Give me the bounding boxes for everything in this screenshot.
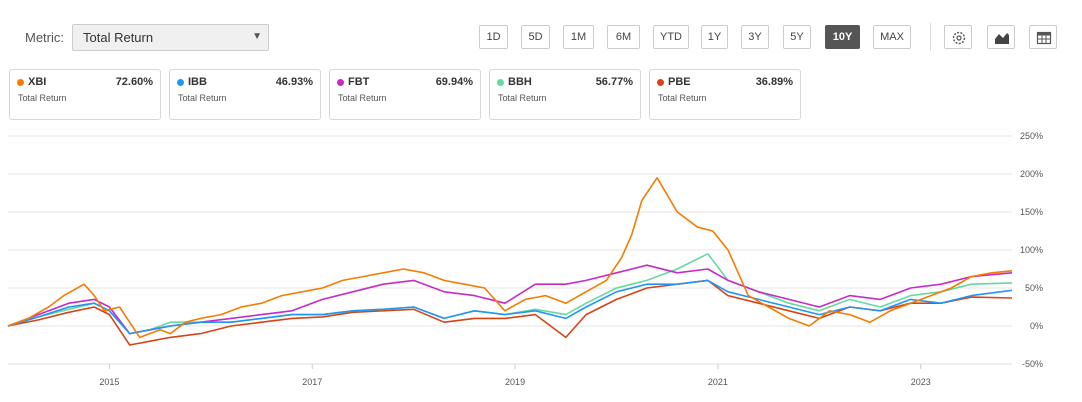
chevron-down-icon: ▼ (252, 31, 262, 42)
metric-select-value: Total Return (83, 30, 154, 45)
line-chart: 250% 200% 150% 100% 50% 0% -50% 2015 2017 2019 202… (7, 131, 1043, 387)
chart-toolbar: Metric: Total Return ▼ 1D 5D 1M 6M YTD 1Y 3Y 5Y… (0, 0, 1082, 62)
table-icon (1036, 31, 1052, 45)
legend-value: 36.89% (755, 76, 793, 88)
legend-value: 46.93% (275, 76, 313, 88)
legend-value: 69.94% (435, 76, 473, 88)
series-color-dot (177, 79, 184, 86)
metric-label: Metric: (25, 30, 64, 45)
legend-sub: Total Return (498, 93, 547, 103)
legend-ticker: BBH (508, 76, 532, 88)
series-color-dot (337, 79, 344, 86)
series-color-dot (17, 79, 24, 86)
range-button-1d[interactable]: 1D (479, 25, 508, 49)
legend-card-fbt[interactable]: FBT 69.94% Total Return (329, 69, 481, 120)
range-button-10y[interactable]: 10Y (825, 25, 860, 49)
legend-card-pbe[interactable]: PBE 36.89% Total Return (649, 69, 801, 120)
x-tick-label: 2017 (302, 377, 322, 387)
series-color-dot (657, 79, 664, 86)
series-line-fbt (7, 264, 1013, 335)
y-tick-label: 100% (1020, 245, 1043, 255)
gear-icon (952, 31, 966, 45)
legend-ticker: XBI (28, 76, 47, 88)
x-tick-label: 2021 (708, 377, 728, 387)
x-tick-label: 2023 (911, 377, 931, 387)
x-tick-label: 2019 (505, 377, 525, 387)
chart-type-button[interactable] (987, 25, 1015, 49)
legend-card-ibb[interactable]: IBB 46.93% Total Return (169, 69, 321, 120)
table-view-button[interactable] (1029, 25, 1057, 49)
series-line-pbe (7, 279, 1013, 346)
legend-sub: Total Return (178, 93, 227, 103)
range-button-1m[interactable]: 1M (563, 25, 594, 49)
legend-card-bbh[interactable]: BBH 56.77% Total Return (489, 69, 641, 120)
legend-sub: Total Return (338, 93, 387, 103)
chart-type-icon (995, 33, 1009, 44)
y-tick-label: 150% (1020, 207, 1043, 217)
series-color-dot (497, 79, 504, 86)
y-tick-label: 50% (1025, 283, 1043, 293)
y-tick-label: 200% (1020, 169, 1043, 179)
legend-ticker: IBB (188, 76, 207, 88)
range-button-1y[interactable]: 1Y (701, 25, 728, 49)
series-line-ibb (7, 279, 1013, 335)
range-button-5d[interactable]: 5D (521, 25, 550, 49)
range-button-3y[interactable]: 3Y (741, 25, 769, 49)
range-button-5y[interactable]: 5Y (783, 25, 811, 49)
series-line-bbh (7, 253, 1013, 335)
legend-card-xbi[interactable]: XBI 72.60% Total Return (9, 69, 161, 120)
range-button-6m[interactable]: 6M (607, 25, 640, 49)
toolbar-divider (930, 23, 931, 51)
y-tick-label: -50% (1022, 359, 1043, 369)
x-tick-label: 2015 (99, 377, 119, 387)
legend-ticker: PBE (668, 76, 691, 88)
series-line-xbi (7, 177, 1013, 339)
range-button-max[interactable]: MAX (873, 25, 911, 49)
legend-ticker: FBT (348, 76, 370, 88)
legend-sub: Total Return (18, 93, 67, 103)
y-tick-label: 250% (1020, 131, 1043, 141)
settings-button[interactable] (944, 25, 972, 49)
legend-value: 72.60% (115, 76, 153, 88)
metric-select[interactable]: Total Return ▼ (72, 24, 269, 51)
y-tick-label: 0% (1030, 321, 1043, 331)
range-button-ytd[interactable]: YTD (653, 25, 689, 49)
legend-value: 56.77% (595, 76, 633, 88)
legend-sub: Total Return (658, 93, 707, 103)
